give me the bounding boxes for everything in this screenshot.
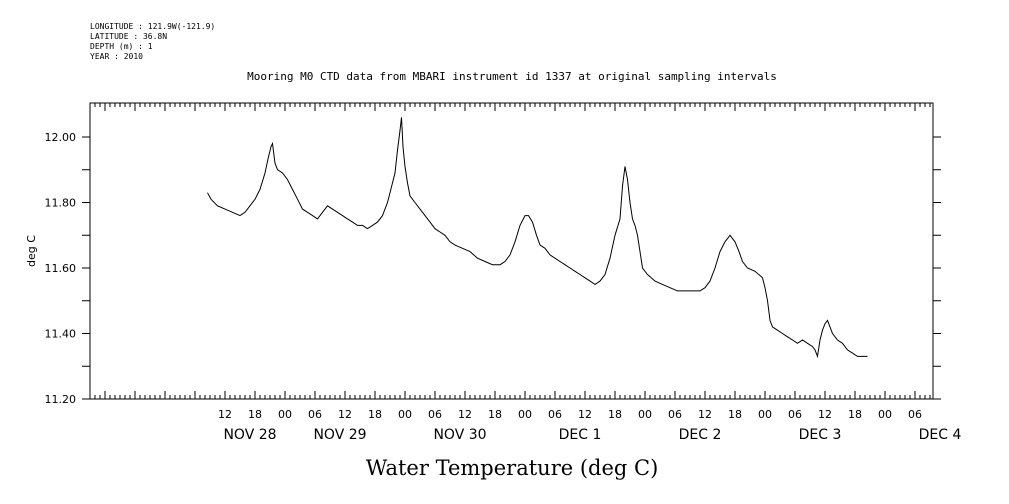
depth-label: DEPTH (m) : 1 bbox=[90, 42, 153, 51]
x-day-label: DEC 4 bbox=[919, 427, 962, 443]
x-tick-label: 18 bbox=[368, 408, 382, 421]
x-tick-label: 18 bbox=[848, 408, 862, 421]
x-tick-label: 18 bbox=[728, 408, 742, 421]
x-tick-label: 06 bbox=[308, 408, 322, 421]
x-tick-label: 06 bbox=[548, 408, 562, 421]
year-label: YEAR : 2010 bbox=[90, 52, 143, 61]
x-tick-label: 06 bbox=[908, 408, 922, 421]
x-tick-label: 12 bbox=[458, 408, 472, 421]
x-tick-label: 00 bbox=[398, 408, 412, 421]
x-tick-label: 12 bbox=[218, 408, 232, 421]
y-tick-label: 11.80 bbox=[45, 197, 77, 210]
x-tick-label: 06 bbox=[788, 408, 802, 421]
x-day-label: NOV 30 bbox=[433, 427, 486, 443]
y-tick-labels: 11.20 11.40 11.60 11.80 12.00 bbox=[45, 131, 77, 406]
x-day-label: DEC 3 bbox=[799, 427, 842, 443]
x-tick-label: 12 bbox=[578, 408, 592, 421]
x-tick-label: 18 bbox=[488, 408, 502, 421]
x-tick-label: 12 bbox=[818, 408, 832, 421]
x-tick-label: 18 bbox=[248, 408, 262, 421]
x-tick-labels: 12 18 00 06 12 18 00 06 12 18 00 06 12 18 00 06 12 18 00 06… bbox=[218, 408, 922, 421]
x-day-label: NOV 29 bbox=[313, 427, 366, 443]
x-day-label: DEC 1 bbox=[559, 427, 602, 443]
x-tick-label: 00 bbox=[518, 408, 532, 421]
y-tick-label: 12.00 bbox=[45, 131, 77, 144]
latitude-label: LATITUDE : 36.8N bbox=[90, 32, 168, 41]
y-tick-label: 11.60 bbox=[45, 262, 77, 275]
x-tick-label: 12 bbox=[338, 408, 352, 421]
chart-title: Mooring M0 CTD data from MBARI instrumen… bbox=[247, 70, 777, 83]
x-tick-label: 00 bbox=[278, 408, 292, 421]
plot-frame bbox=[89, 102, 934, 400]
x-tick-label: 00 bbox=[758, 408, 772, 421]
x-tick-label: 12 bbox=[698, 408, 712, 421]
x-tick-label: 06 bbox=[428, 408, 442, 421]
x-tick-label: 00 bbox=[638, 408, 652, 421]
x-day-label: DEC 2 bbox=[679, 427, 722, 443]
x-tick-label: 00 bbox=[878, 408, 892, 421]
x-tick-label: 06 bbox=[668, 408, 682, 421]
y-tick-label: 11.40 bbox=[45, 328, 77, 341]
x-tick-label: 18 bbox=[608, 408, 622, 421]
axis-ticks bbox=[82, 103, 941, 400]
x-day-label: NOV 28 bbox=[223, 427, 276, 443]
series-line bbox=[207, 117, 868, 359]
longitude-label: LONGITUDE : 121.9W(-121.9) bbox=[90, 22, 216, 31]
metadata-block: LONGITUDE : 121.9W(-121.9) LATITUDE : 36… bbox=[90, 22, 215, 62]
y-axis-label: deg C bbox=[25, 235, 38, 267]
x-axis-label: Water Temperature (deg C) bbox=[366, 456, 659, 480]
y-tick-label: 11.20 bbox=[45, 393, 77, 406]
